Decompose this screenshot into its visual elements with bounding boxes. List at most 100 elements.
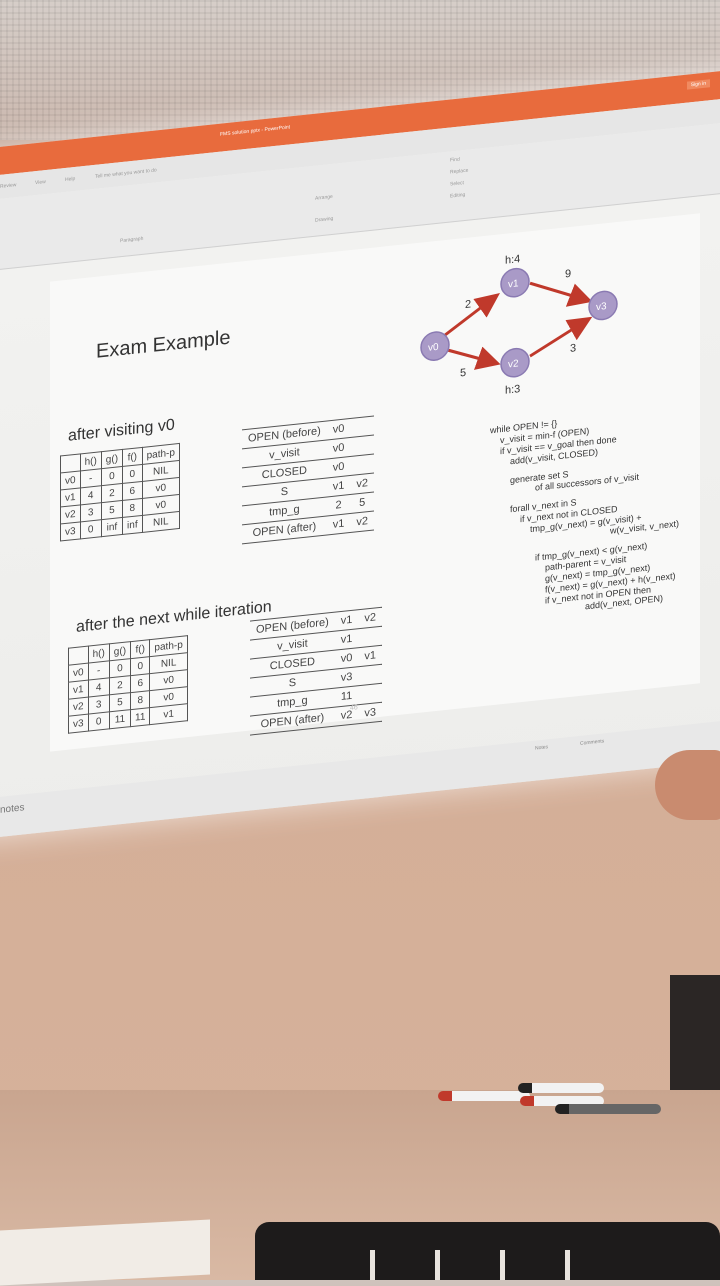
ribbon-group-paragraph: Paragraph	[120, 235, 144, 245]
find-button[interactable]: Find	[450, 156, 460, 164]
replace-button[interactable]: Replace	[450, 167, 469, 176]
open-table-cell: v3	[358, 702, 382, 724]
open-table-cell: 5	[350, 492, 374, 514]
table-header-cell: f()	[130, 639, 150, 659]
table-header-cell	[60, 453, 81, 473]
open-table-cell	[358, 664, 382, 686]
edge-v2-v3	[529, 316, 593, 358]
status-comments-button[interactable]: Comments	[580, 738, 605, 747]
h-v1-label: h:4	[505, 253, 520, 267]
section2-heading: after the next while iteration	[76, 598, 272, 636]
section1-state-table: h() g() f() path-p v0-0 0 NIL v1 4 2 6 v0 v2 3 5 8 v0 v3 0…	[60, 443, 180, 542]
h-v2-label: h:3	[505, 383, 520, 397]
table-header-cell: f()	[122, 447, 143, 467]
edge-v1-v3	[529, 281, 593, 307]
open-table-cell: v2	[350, 511, 374, 533]
node-v2-label: v2	[508, 358, 519, 370]
table-cell: v3	[68, 714, 89, 734]
section1-heading: after visiting v0	[68, 416, 175, 445]
table-cell: NIL	[142, 511, 180, 533]
table-cell: v2	[68, 697, 89, 717]
table-cell: 8	[122, 498, 143, 518]
node-v0	[420, 331, 450, 361]
table-cell: v3	[60, 521, 81, 541]
menu-review[interactable]: Review	[0, 182, 17, 190]
open-table-cell: v0	[326, 456, 351, 479]
notes-label: notes	[0, 802, 25, 816]
open-table-cell: v1	[326, 475, 351, 498]
table-cell: 0	[130, 656, 150, 676]
node-v3-label: v3	[596, 301, 607, 313]
table-cell: inf	[122, 515, 143, 535]
table-cell: 11	[109, 709, 131, 729]
ribbon-arrange[interactable]: Arrange	[315, 193, 333, 202]
open-table-cell: v1	[326, 513, 351, 536]
open-table-cell: v2	[358, 607, 382, 629]
presenter-hand	[655, 750, 720, 820]
table-cell: 0	[122, 464, 143, 484]
ribbon-group-drawing: Drawing	[315, 215, 334, 224]
open-table-cell: v1	[334, 609, 359, 632]
projection-screen: FMS solution pptx - PowerPoint Sign in R…	[0, 68, 720, 841]
table-cell: v1	[60, 487, 81, 507]
table-header-cell	[68, 646, 89, 666]
table-cell: 11	[130, 707, 150, 727]
sign-in-button[interactable]: Sign in	[686, 79, 710, 90]
open-table-cell	[350, 454, 374, 476]
node-v1-label: v1	[508, 278, 519, 290]
paper-sheet	[0, 1219, 210, 1286]
graph-diagram: v0 v1 v2 v3 2 5 9 3 h:4 h:3	[420, 253, 618, 397]
open-table-cell: v0	[326, 418, 351, 441]
node-v2	[500, 347, 530, 378]
status-notes-button[interactable]: Notes	[535, 744, 549, 752]
table-cell: 8	[130, 690, 150, 710]
open-table-cell: v0	[334, 647, 359, 670]
chair-back	[255, 1222, 720, 1280]
ribbon-group-editing: Editing	[450, 191, 466, 200]
marker-black	[518, 1083, 604, 1093]
table-cell: v1	[68, 680, 89, 700]
section2-state-table: h() g() f() path-p v0-0 0 NIL v1 4 2 6 v0 v2 3 5 8 v0 v3 0…	[68, 635, 188, 734]
slide-title: Exam Example	[96, 326, 231, 363]
menu-view[interactable]: View	[35, 179, 46, 187]
marker-grey	[555, 1104, 661, 1114]
table-cell: v0	[68, 663, 89, 683]
table-cell: 6	[130, 673, 150, 693]
table-cell: v1	[149, 703, 188, 725]
marker-red-2	[520, 1096, 604, 1106]
open-table-cell: 2	[326, 494, 351, 517]
open-table-cell	[350, 416, 374, 438]
table-cell: 0	[88, 711, 110, 732]
node-v1	[500, 267, 530, 298]
node-v3	[588, 290, 618, 321]
open-table-cell	[358, 626, 382, 648]
open-table-cell	[350, 435, 374, 457]
window-title: FMS solution pptx - PowerPoint	[220, 124, 291, 138]
weight-v0-v2: 5	[460, 367, 466, 380]
edge-v0-v2	[446, 346, 501, 370]
weight-v0-v1: 2	[465, 298, 471, 311]
menu-help[interactable]: Help	[65, 175, 76, 184]
open-table-cell: v0	[326, 437, 351, 460]
weight-v1-v3: 9	[565, 268, 571, 281]
table-cell: 6	[122, 481, 143, 501]
table-cell: v2	[60, 504, 81, 524]
table-cell: v0	[60, 470, 81, 490]
pseudocode-block: while OPEN != {} v_visit = min-f (OPEN) if…	[490, 400, 720, 622]
page-number: 46	[350, 704, 358, 713]
open-table-cell: v3	[334, 666, 359, 689]
weight-v2-v3: 3	[570, 342, 576, 355]
edge-v0-v1	[444, 292, 501, 337]
person-silhouette	[670, 975, 720, 1090]
tell-me-search[interactable]: Tell me what you want to do	[95, 167, 157, 180]
open-table-cell: v1	[334, 628, 359, 651]
node-v0-label: v0	[428, 342, 439, 354]
open-table-cell: v2	[350, 473, 374, 495]
marker-red	[438, 1091, 530, 1101]
table-cell: inf	[101, 517, 123, 537]
select-button[interactable]: Select	[450, 180, 464, 188]
open-table-cell	[358, 683, 382, 705]
slide: Exam Example after visiting v0 h() g() f()…	[50, 213, 700, 752]
